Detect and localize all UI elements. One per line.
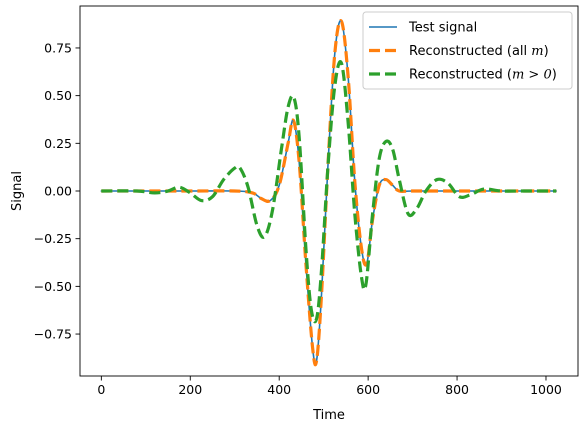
- y-tick-label: −0.75: [34, 327, 72, 342]
- y-tick-label: 0.75: [44, 40, 72, 55]
- x-tick-label: 200: [178, 382, 202, 397]
- x-axis: 0 200 400 600 800 1000: [97, 376, 562, 397]
- legend-box: [362, 11, 573, 90]
- series-line-reconstructed-m-gt-0: [101, 60, 557, 324]
- x-tick-label: 600: [356, 382, 380, 397]
- legend-label-test-signal: Test signal: [408, 21, 477, 36]
- y-axis: −0.75 −0.50 −0.25 0.00 0.25 0.50 0.75: [34, 40, 80, 342]
- y-tick-label: 0.25: [44, 136, 72, 151]
- x-tick-label: 800: [445, 382, 469, 397]
- legend-label-reconstructed-m-gt-0: Reconstructed (m > 0): [409, 68, 557, 83]
- y-tick-label: −0.50: [34, 279, 72, 294]
- x-tick-label: 1000: [530, 382, 562, 397]
- series-line-reconstructed-all-m: [101, 18, 557, 367]
- legend: Test signal Reconstructed (all m) Reconstr…: [362, 11, 573, 90]
- y-axis-label: Signal: [10, 171, 25, 211]
- y-tick-label: 0.00: [44, 184, 72, 199]
- x-axis-label: Time: [312, 408, 345, 423]
- legend-label-reconstructed-all-m: Reconstructed (all m): [409, 44, 549, 59]
- x-tick-label: 0: [97, 382, 105, 397]
- y-tick-label: −0.25: [34, 231, 72, 246]
- series-layer: [100, 18, 558, 367]
- x-tick-label: 400: [267, 382, 291, 397]
- y-tick-label: 0.50: [44, 88, 72, 103]
